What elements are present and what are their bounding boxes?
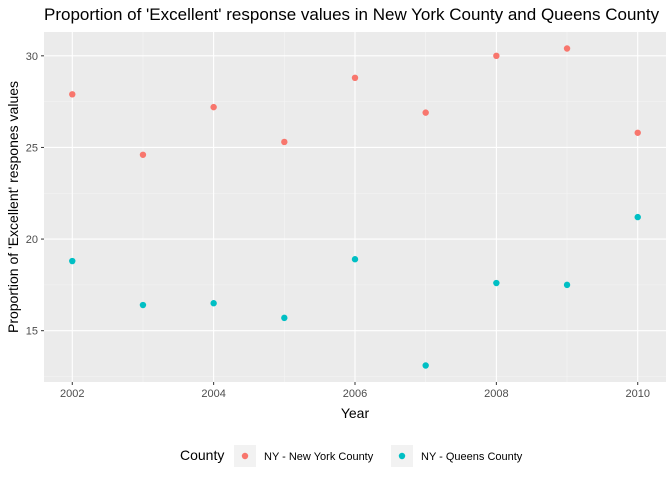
legend-label: NY - Queens County xyxy=(421,451,523,463)
legend: County NY - New York County NY - Queens C… xyxy=(180,445,523,467)
x-axis-title: Year xyxy=(341,405,370,421)
point-queens-county xyxy=(563,281,571,289)
legend-key-marker xyxy=(241,452,249,460)
point-new-york-county xyxy=(139,151,147,158)
point-queens-county xyxy=(634,213,641,221)
major-gridlines xyxy=(44,32,666,382)
point-new-york-county xyxy=(563,45,571,52)
legend-items: NY - New York County NY - Queens County xyxy=(234,445,523,467)
y-tick-label: 20 xyxy=(26,234,38,246)
x-tick-label: 2006 xyxy=(343,388,367,400)
axis-ticks: 2002 2004 2006 2008 2010 15 20 25 30 xyxy=(26,51,650,400)
point-queens-county xyxy=(69,257,76,265)
point-queens-county xyxy=(422,362,429,369)
data-points xyxy=(69,45,641,369)
point-queens-county xyxy=(139,301,147,309)
x-tick-label: 2010 xyxy=(625,388,649,400)
point-new-york-county xyxy=(281,138,288,146)
x-tick-label: 2004 xyxy=(201,388,225,400)
point-new-york-county xyxy=(69,91,76,98)
point-new-york-county xyxy=(493,52,500,60)
chart-title: Proportion of 'Excellent' response value… xyxy=(44,5,660,24)
y-tick-label: 30 xyxy=(26,51,38,63)
y-tick-label: 15 xyxy=(26,326,38,338)
legend-title: County xyxy=(180,447,224,463)
point-queens-county xyxy=(210,300,217,307)
legend-label: NY - New York County xyxy=(264,451,374,463)
x-tick-label: 2008 xyxy=(484,388,508,400)
point-new-york-county xyxy=(634,129,641,136)
point-queens-county xyxy=(281,314,288,322)
x-tick-label: 2002 xyxy=(60,388,84,400)
point-queens-county xyxy=(351,256,359,263)
point-new-york-county xyxy=(210,103,217,111)
legend-key-marker xyxy=(398,452,406,460)
y-tick-label: 25 xyxy=(26,142,38,154)
y-axis-title: Proportion of 'Excellent' respones value… xyxy=(5,81,21,333)
point-queens-county xyxy=(493,279,500,287)
point-new-york-county xyxy=(422,109,429,116)
point-new-york-county xyxy=(351,74,359,82)
